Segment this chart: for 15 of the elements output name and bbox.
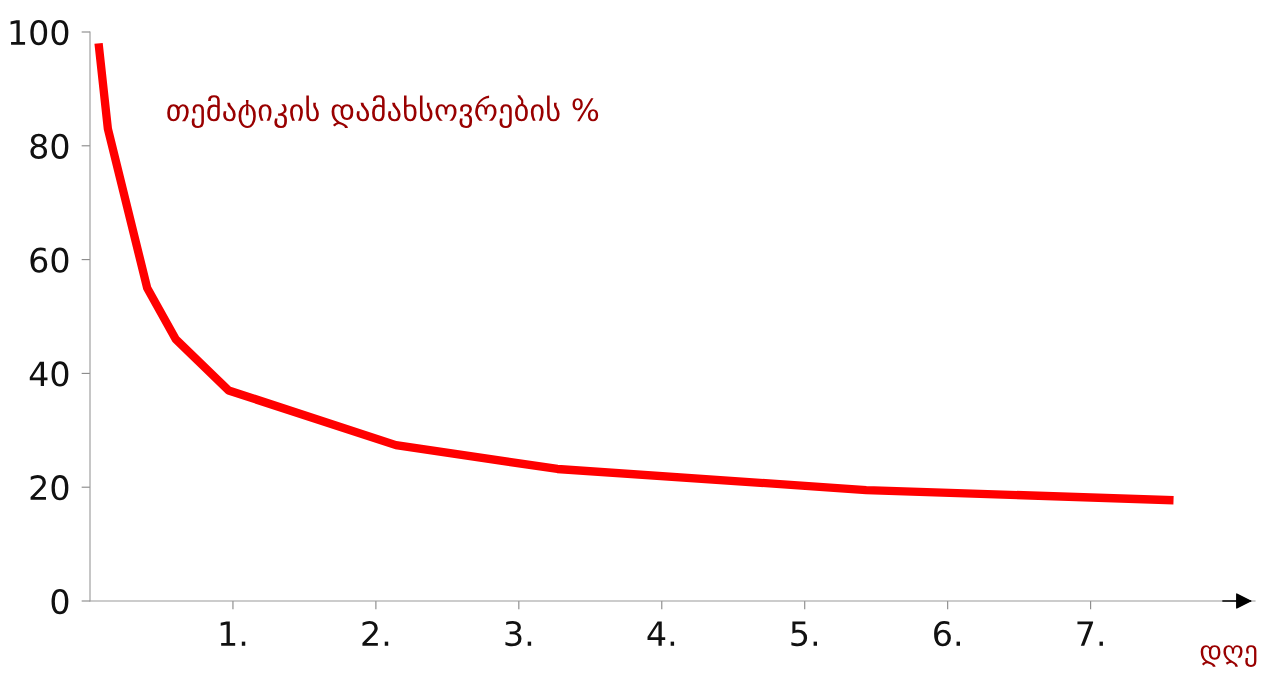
x-tick-label: 5.	[791, 621, 818, 647]
y-tick-label: 80	[30, 133, 69, 159]
x-tick-label: 7.	[1077, 621, 1103, 646]
x-axis-title: დღე	[1200, 645, 1257, 667]
x-tick-label: 1.	[220, 621, 246, 646]
x-tick-label: 6.	[934, 621, 960, 647]
y-tick-label: 60	[30, 247, 69, 273]
y-tick-label: 20	[30, 475, 69, 501]
x-tick-label: 3.	[505, 621, 532, 647]
y-tick-label: 0	[51, 588, 69, 615]
y-tick-label: 100	[10, 19, 69, 46]
x-tick-label: 2.	[362, 621, 389, 646]
x-tick-label: 4.	[647, 621, 675, 646]
y-axis-title: თემატიკის დამახსოვრების %	[167, 95, 599, 129]
y-tick-label: 40	[29, 361, 69, 387]
